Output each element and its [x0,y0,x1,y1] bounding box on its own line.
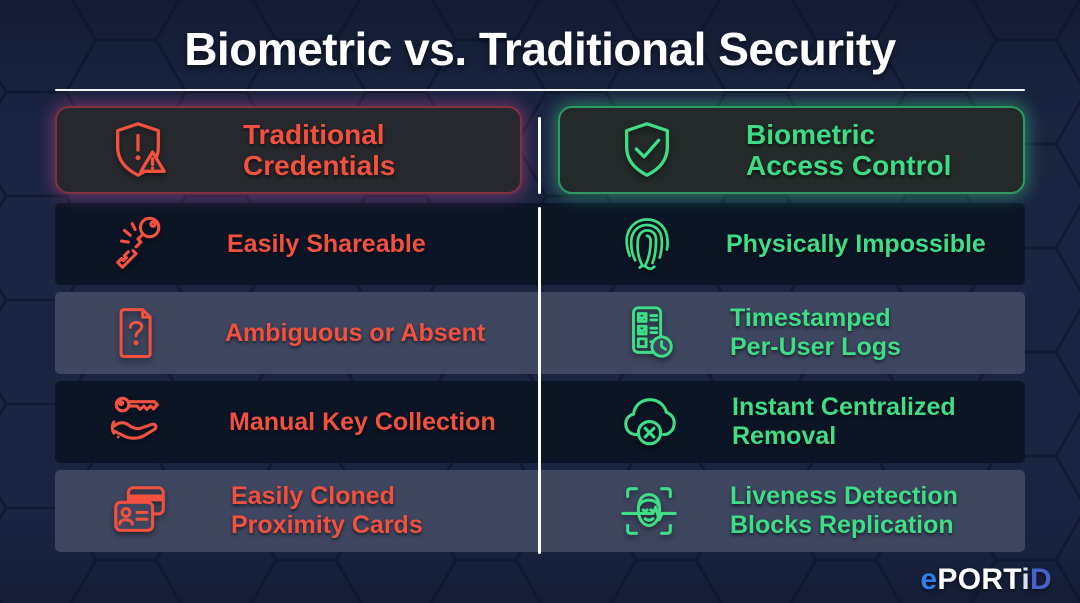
hand-key-icon [107,391,171,453]
row2-biometric-cell: Timestamped Per-User Logs [540,292,1025,374]
row2-biometric-label: Timestamped Per-User Logs [730,304,901,361]
row2-traditional-cell: Ambiguous or Absent [55,292,540,374]
row1-biometric-cell: Physically Impossible [540,203,1025,285]
column-divider-header [538,117,541,194]
brand-part: i [1021,563,1031,596]
row2-traditional-label: Ambiguous or Absent [225,318,486,347]
traditional-header-badge: Traditional Credentials [55,106,522,194]
title-divider [55,89,1025,91]
row4-biometric-cell: Liveness Detection Blocks Replication [540,470,1025,552]
brand-part: PORT [937,563,1022,596]
checklist-clock-icon [618,302,680,364]
brand-part: D [1030,563,1052,596]
row4-traditional-label: Easily Cloned Proximity Cards [231,482,423,539]
cloud-remove-icon [618,391,682,453]
row3-biometric-label: Instant Centralized Removal [732,393,956,450]
row3-biometric-cell: Instant Centralized Removal [540,381,1025,463]
document-question-icon [107,302,167,364]
column-headers: Traditional Credentials Biometric Access… [55,106,1025,194]
traditional-header-label: Traditional Credentials [243,118,396,181]
row4-biometric-label: Liveness Detection Blocks Replication [730,482,958,539]
fingerprint-icon [618,213,676,275]
row4-traditional-cell: Easily Cloned Proximity Cards [55,470,540,552]
brand-logo: ePORTiD [920,563,1052,597]
row3-traditional-cell: Manual Key Collection [55,381,540,463]
biometric-header-label: Biometric Access Control [746,118,952,181]
id-cards-icon [107,480,173,542]
shield-check-icon [616,119,678,181]
broken-key-icon [107,213,169,275]
face-scan-icon [618,480,680,542]
row3-traditional-label: Manual Key Collection [229,407,496,436]
brand-part: e [920,563,938,596]
comparison-rows: Easily Shareable Physical [55,203,1025,552]
shield-warning-icon [107,119,169,181]
row1-traditional-cell: Easily Shareable [55,203,540,285]
biometric-header-badge: Biometric Access Control [558,106,1025,194]
column-divider-body [538,207,541,554]
row1-traditional-label: Easily Shareable [227,229,426,258]
row1-biometric-label: Physically Impossible [726,229,986,258]
page-title: Biometric vs. Traditional Security [184,23,896,75]
